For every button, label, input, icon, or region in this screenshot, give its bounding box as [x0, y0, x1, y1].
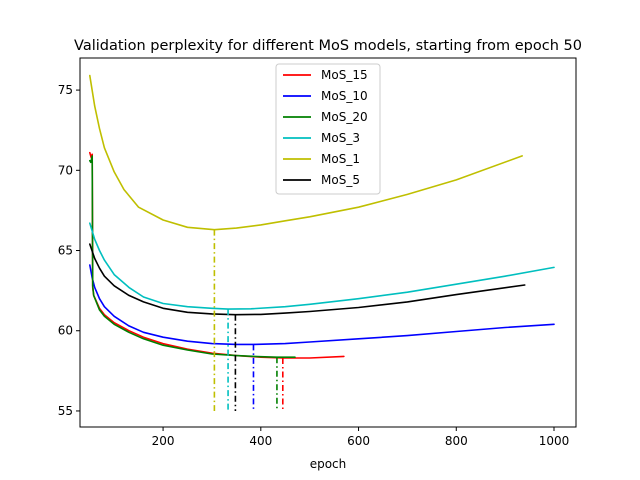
y-tick-label: 60 [58, 324, 73, 338]
x-axis-ticks: 200 400 600 800 1000 [152, 427, 570, 448]
series-line-mos-20 [89, 155, 296, 359]
y-tick-label: 70 [58, 163, 73, 177]
legend-label: MoS_1 [321, 152, 360, 166]
series-line-mos-10 [89, 264, 555, 346]
legend-label: MoS_15 [321, 68, 368, 82]
y-tick-label: 65 [58, 244, 73, 258]
y-tick-label: 75 [58, 83, 73, 97]
legend-label: MoS_20 [321, 110, 368, 124]
minimum-markers [213, 229, 284, 411]
x-tick-label: 1000 [539, 434, 570, 448]
y-tick-label: 55 [58, 404, 73, 418]
legend-items: MoS_15 MoS_10 MoS_20 MoS_3 MoS_1 MoS_5 [283, 68, 368, 187]
legend-label: MoS_5 [321, 173, 360, 187]
series-line-mos-5 [89, 243, 526, 316]
legend: MoS_15 MoS_10 MoS_20 MoS_3 MoS_1 MoS_5 [275, 63, 381, 195]
legend-label: MoS_10 [321, 89, 368, 103]
plot-frame [79, 57, 577, 428]
series-line-mos-3 [89, 222, 555, 310]
series-line-mos-1 [89, 74, 524, 231]
x-tick-label: 600 [347, 434, 370, 448]
x-tick-label: 400 [249, 434, 272, 448]
x-tick-label: 800 [445, 434, 468, 448]
series-lines [89, 74, 555, 359]
y-axis-ticks: 55 60 65 70 75 [58, 83, 80, 418]
chart-title: Validation perplexity for different MoS … [74, 38, 582, 54]
x-tick-label: 200 [152, 434, 175, 448]
legend-label: MoS_3 [321, 131, 360, 145]
x-axis-label: epoch [310, 457, 347, 471]
